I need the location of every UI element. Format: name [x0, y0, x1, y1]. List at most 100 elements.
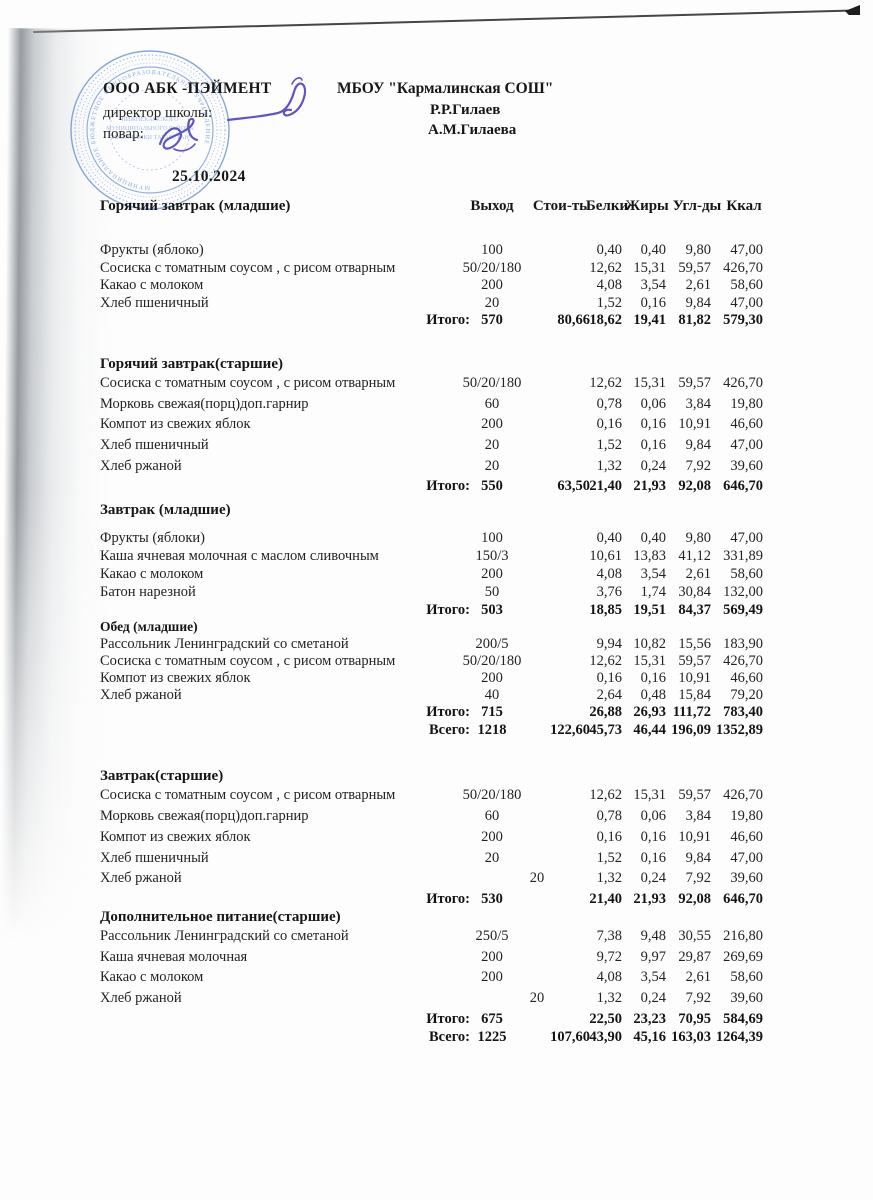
section-title: Горячий завтрак(старшие)	[100, 356, 283, 372]
cell-zhiry: 1,74	[640, 584, 666, 601]
menu-row: Хлеб ржаной 20 1,32 0,24 7,92 39,60	[0, 990, 873, 1011]
cell-uglevody: 29,87	[678, 948, 711, 965]
cell-vyhod: 20	[484, 437, 500, 454]
signatures	[158, 77, 307, 152]
cell-zhiry: 0,40	[640, 242, 666, 258]
cell-vyhod: 200/5	[475, 636, 509, 653]
table-column-headers: Выход Стои-ть Белки Жиры Угл-ды Ккал	[0, 198, 873, 218]
menu-row: Хлеб пшеничный 20 1,52 0,16 9,84 47,00	[0, 295, 873, 313]
dish-name: Сосиска с томатным соусом , с рисом отва…	[100, 653, 396, 670]
cell-belki: 4,08	[596, 566, 622, 583]
menu-section: Завтрак (младшие) Фрукты (яблоки) 100 0,…	[0, 502, 873, 620]
cell-uglevody: 10,91	[678, 828, 711, 845]
cell-zhiry: 0,24	[640, 457, 666, 474]
cell-zhiry: 0,16	[640, 849, 666, 866]
cell-zhiry: 0,48	[640, 687, 666, 704]
cell-zhiry: 0,24	[640, 870, 666, 887]
dish-name: Рассольник Ленинградский со сметаной	[100, 927, 349, 944]
dish-name: Фрукты (яблоко)	[100, 242, 204, 258]
menu-row: Компот из свежих яблок 200 0,16 0,16 10,…	[0, 670, 873, 687]
cell-zhiry: 26,93	[633, 704, 666, 721]
cell-vyhod: 570	[481, 312, 503, 328]
col-header-belki: Белки	[585, 198, 629, 214]
cell-kkal: 569,49	[723, 602, 763, 619]
cell-uglevody: 2,61	[685, 566, 711, 583]
cell-zhiry: 15,31	[633, 259, 666, 276]
cell-uglevody: 70,95	[678, 1010, 711, 1027]
cell-belki: 1,32	[596, 989, 622, 1006]
col-header-kkal: Ккал	[726, 198, 762, 214]
cell-belki: 26,88	[589, 704, 622, 721]
org-name: ООО АБК -ПЭЙМЕНТ	[103, 80, 272, 97]
cell-zhiry: 3,54	[640, 969, 666, 986]
cell-belki: 1,52	[596, 849, 622, 866]
menu-row: Рассольник Ленинградский со сметаной 250…	[0, 928, 873, 949]
menu-row: Компот из свежих яблок 200 0,16 0,16 10,…	[0, 416, 873, 437]
dish-name: Хлеб ржаной	[100, 989, 182, 1006]
dish-name: Хлеб ржаной	[100, 870, 182, 887]
menu-row: Хлеб ржаной 20 1,32 0,24 7,92 39,60	[0, 458, 873, 479]
cell-vyhod: 20	[529, 870, 545, 887]
cell-kkal: 132,00	[723, 584, 763, 601]
menu-row: Компот из свежих яблок 200 0,16 0,16 10,…	[0, 829, 873, 850]
menu-section: Завтрак(старшие) Сосиска с томатным соус…	[0, 768, 873, 908]
cell-uglevody: 3,84	[685, 395, 711, 412]
cell-vyhod: 1218	[477, 722, 507, 739]
menu-row: Фрукты (яблоки) 100 0,40 0,40 9,80 47,00	[0, 530, 873, 548]
menu-row: Морковь свежая(порц)доп.гарнир 60 0,78 0…	[0, 808, 873, 829]
cell-kkal: 46,60	[730, 670, 763, 687]
cell-zhiry: 3,54	[640, 566, 666, 583]
dish-name: Каша ячневая молочная	[100, 948, 248, 965]
menu-row: Какао с молоком 200 4,08 3,54 2,61 58,60	[0, 566, 873, 584]
menu-row: Батон нарезной 50 3,76 1,74 30,84 132,00	[0, 584, 873, 602]
cell-uglevody: 163,03	[671, 1028, 711, 1045]
cell-uglevody: 81,82	[678, 312, 711, 328]
menu-row: Сосиска с томатным соусом , с рисом отва…	[0, 787, 873, 808]
cell-uglevody: 111,72	[672, 704, 711, 721]
dish-name: Компот из свежих яблок	[100, 828, 251, 845]
dish-name: Компот из свежих яблок	[100, 416, 251, 433]
cell-vyhod: 715	[481, 704, 503, 721]
cell-kkal: 331,89	[723, 548, 763, 565]
cell-vyhod: 50	[484, 584, 500, 601]
cell-uglevody: 9,80	[685, 242, 711, 258]
totals-label: Итого:	[426, 478, 470, 495]
cell-belki: 4,08	[596, 277, 622, 293]
cell-belki: 7,38	[596, 927, 622, 944]
cell-zhiry: 0,06	[640, 395, 666, 412]
cook-signature	[158, 117, 199, 150]
dish-name: Батон нарезной	[100, 584, 196, 601]
menu-row: Морковь свежая(порц)доп.гарнир 60 0,78 0…	[0, 396, 873, 417]
cell-vyhod: 20	[484, 294, 500, 311]
cell-stoimost: 122,60	[550, 722, 590, 739]
cell-zhiry: 0,40	[640, 530, 666, 547]
cell-kkal: 47,00	[730, 294, 763, 311]
dish-name: Хлеб ржаной	[100, 687, 182, 704]
cell-belki: 9,94	[596, 636, 622, 653]
cell-belki: 12,62	[589, 259, 622, 276]
cook-name: А.М.Гилаева	[428, 122, 517, 138]
cell-zhiry: 21,93	[633, 890, 666, 907]
cell-zhiry: 46,44	[633, 722, 666, 739]
cell-belki: 22,50	[589, 1010, 622, 1027]
cell-zhiry: 15,31	[633, 787, 666, 804]
cell-vyhod: 550	[481, 478, 503, 495]
menu-row: Сосиска с томатным соусом , с рисом отва…	[0, 653, 873, 670]
cell-kkal: 39,60	[730, 989, 763, 1006]
cell-vyhod: 40	[484, 687, 500, 704]
totals-row: Итого: 550 63,50 21,40 21,93 92,08 646,7…	[0, 478, 873, 496]
menu-row: Фрукты (яблоко) 100 0,40 0,40 9,80 47,00	[0, 242, 873, 260]
cell-kkal: 1264,39	[715, 1028, 763, 1045]
cell-vyhod: 20	[529, 989, 545, 1006]
totals-row: Итого: 715 26,88 26,93 111,72 783,40	[0, 704, 873, 722]
cell-vyhod: 200	[481, 277, 503, 293]
cell-vyhod: 200	[481, 828, 503, 845]
cell-uglevody: 10,91	[678, 670, 711, 687]
cell-zhiry: 9,48	[640, 927, 666, 944]
cell-uglevody: 9,84	[685, 437, 711, 454]
scan-corner-mark	[845, 5, 860, 15]
dish-name: Какао с молоком	[100, 566, 204, 583]
cell-uglevody: 41,12	[678, 548, 711, 565]
cell-kkal: 646,70	[723, 478, 763, 495]
